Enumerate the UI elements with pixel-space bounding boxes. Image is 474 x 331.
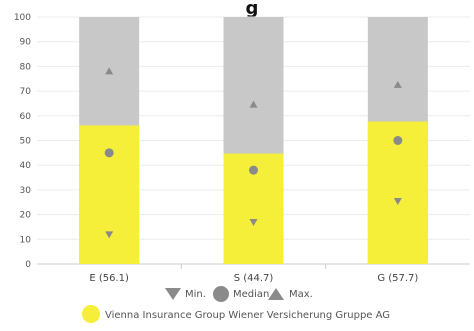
score-bar <box>79 125 140 264</box>
min-marker <box>249 219 258 227</box>
y-tick-label: 20 <box>20 211 32 221</box>
y-tick-label: 0 <box>25 260 31 270</box>
legend-max-label: Max. <box>289 289 313 300</box>
legend-markers: Min. Median Max. <box>165 286 313 302</box>
min-marker <box>393 198 402 206</box>
y-tick-label: 40 <box>20 161 32 171</box>
y-tick-label: 30 <box>20 186 32 196</box>
median-marker <box>393 136 403 145</box>
chart-title: g <box>246 0 259 19</box>
y-tick-label: 60 <box>20 112 32 122</box>
x-axis: E (56.1) S (44.7) G (57.7) <box>89 264 418 284</box>
median-marker <box>249 165 258 175</box>
max-marker <box>105 67 114 75</box>
y-tick-label: 90 <box>20 38 32 48</box>
x-category-label: G (57.7) <box>377 273 418 284</box>
legend-max-triangle-icon <box>268 288 284 300</box>
legend-company-swatch-icon <box>82 305 100 323</box>
y-tick-label: 80 <box>20 62 32 72</box>
legend-company: Vienna Insurance Group Wiener Versicheru… <box>82 305 390 323</box>
min-marker <box>105 231 114 239</box>
x-category-label: S (44.7) <box>234 273 274 284</box>
legend-median-circle-icon <box>213 286 229 302</box>
legend-min-label: Min. <box>185 289 206 300</box>
median-marker <box>104 148 114 158</box>
x-category-label: E (56.1) <box>89 273 129 284</box>
y-tick-label: 10 <box>20 235 32 245</box>
max-marker <box>249 100 258 108</box>
legend-min-triangle-icon <box>165 288 181 300</box>
score-bar <box>367 121 428 264</box>
max-marker <box>393 80 402 88</box>
legend-median-label: Median <box>233 289 269 300</box>
y-tick-label: 100 <box>14 13 31 23</box>
y-tick-label: 70 <box>20 87 32 97</box>
legend-company-label: Vienna Insurance Group Wiener Versicheru… <box>105 310 390 321</box>
bars <box>79 17 428 264</box>
y-axis: 0 10 20 30 40 50 60 70 80 90 100 <box>14 13 31 270</box>
y-tick-label: 50 <box>20 137 32 147</box>
markers <box>104 67 403 239</box>
